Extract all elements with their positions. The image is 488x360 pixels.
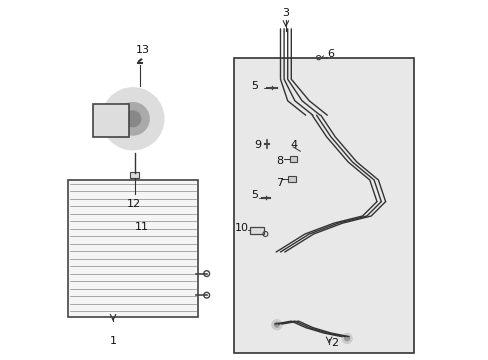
Circle shape <box>342 333 351 343</box>
Text: 3: 3 <box>282 8 289 18</box>
FancyBboxPatch shape <box>68 180 197 317</box>
Text: 11: 11 <box>135 222 148 232</box>
Text: 12: 12 <box>127 199 141 209</box>
Circle shape <box>274 322 279 327</box>
Text: 2: 2 <box>330 338 337 348</box>
FancyBboxPatch shape <box>233 58 413 353</box>
Circle shape <box>125 111 141 127</box>
Bar <box>289 156 297 162</box>
Bar <box>130 172 139 178</box>
Text: 6: 6 <box>327 49 334 59</box>
Text: 8: 8 <box>276 156 283 166</box>
Text: 5: 5 <box>250 81 257 91</box>
Text: 1: 1 <box>109 336 116 346</box>
FancyBboxPatch shape <box>249 227 264 234</box>
Text: 10: 10 <box>234 222 248 233</box>
Bar <box>287 176 295 182</box>
Circle shape <box>344 336 349 341</box>
Circle shape <box>102 88 163 149</box>
Circle shape <box>271 320 282 330</box>
Text: 13: 13 <box>136 45 150 55</box>
Text: 4: 4 <box>290 140 297 150</box>
Text: 9: 9 <box>253 140 261 150</box>
Text: 7: 7 <box>276 177 283 188</box>
FancyBboxPatch shape <box>93 104 129 137</box>
Text: 5: 5 <box>250 190 257 200</box>
Circle shape <box>117 103 149 135</box>
